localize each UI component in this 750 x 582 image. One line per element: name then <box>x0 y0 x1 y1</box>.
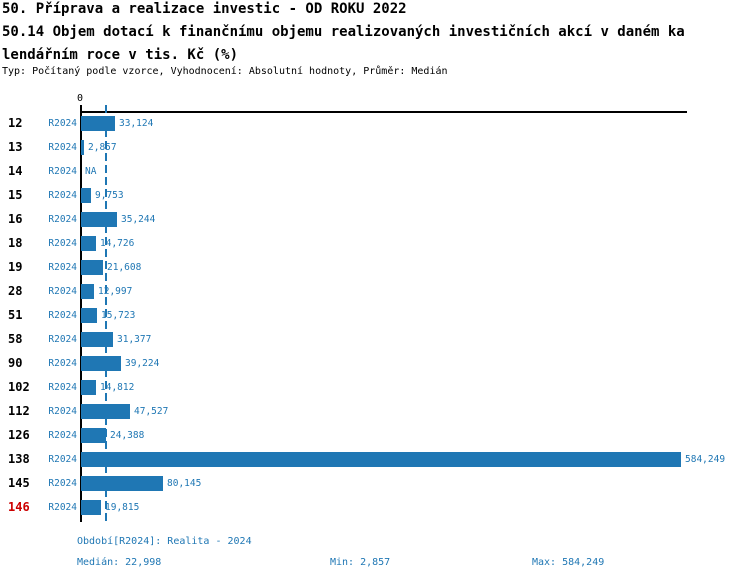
chart-row: 145 R2024 80,145 <box>0 476 750 491</box>
row-period-label: R2024 <box>48 430 77 441</box>
row-category-label: 28 <box>8 284 23 298</box>
row-bar <box>81 308 97 323</box>
row-bar <box>81 140 84 155</box>
row-value-label: 14,726 <box>100 238 135 249</box>
chart-row: 126 R2024 24,388 <box>0 428 750 443</box>
row-category-label: 58 <box>8 332 23 346</box>
row-value-label: 80,145 <box>167 478 202 489</box>
row-bar <box>81 500 101 515</box>
row-category-label: 145 <box>8 476 30 490</box>
row-value-label: 47,527 <box>134 406 169 417</box>
row-category-label: 12 <box>8 116 23 130</box>
row-period-label: R2024 <box>48 358 77 369</box>
row-period-label: R2024 <box>48 478 77 489</box>
row-value-label: 15,723 <box>101 310 136 321</box>
chart-row: 16 R2024 35,244 <box>0 212 750 227</box>
row-value-label: 39,224 <box>125 358 160 369</box>
report-title-line2: 50.14 Objem dotací k finančnímu objemu r… <box>2 24 685 40</box>
row-value-label: 33,124 <box>119 118 154 129</box>
chart-row: 51 R2024 15,723 <box>0 308 750 323</box>
row-period-label: R2024 <box>48 190 77 201</box>
chart-row: 58 R2024 31,377 <box>0 332 750 347</box>
row-value-label: 9,753 <box>95 190 124 201</box>
row-category-label: 18 <box>8 236 23 250</box>
row-bar <box>81 356 121 371</box>
row-category-label: 126 <box>8 428 30 442</box>
row-category-label: 51 <box>8 308 23 322</box>
chart-row: 19 R2024 21,608 <box>0 260 750 275</box>
row-value-label: 584,249 <box>685 454 726 465</box>
row-period-label: R2024 <box>48 214 77 225</box>
row-bar <box>81 212 117 227</box>
row-category-label: 90 <box>8 356 23 370</box>
row-value-label: 35,244 <box>121 214 156 225</box>
row-bar <box>81 260 103 275</box>
row-period-label: R2024 <box>48 262 77 273</box>
row-value-label: 31,377 <box>117 334 152 345</box>
row-period-label: R2024 <box>48 454 77 465</box>
report-title-line3: lendářním roce v tis. Kč (%) <box>2 47 239 63</box>
chart-row: 28 R2024 12,997 <box>0 284 750 299</box>
chart-row: 112 R2024 47,527 <box>0 404 750 419</box>
row-category-label: 15 <box>8 188 23 202</box>
report-title-line1: 50. Příprava a realizace investic - OD R… <box>2 1 407 17</box>
row-category-label: 138 <box>8 452 30 466</box>
row-value-label: 14,812 <box>100 382 135 393</box>
row-bar <box>81 452 681 467</box>
row-value-label: NA <box>85 166 97 177</box>
row-category-label: 19 <box>8 260 23 274</box>
footer-median: Medián: 22,998 <box>77 557 162 568</box>
row-category-label: 102 <box>8 380 30 394</box>
footer-min: Min: 2,857 <box>330 557 391 568</box>
row-bar <box>81 380 96 395</box>
chart-row: 146 R2024 19,815 <box>0 500 750 515</box>
row-bar <box>81 116 115 131</box>
y-axis-line <box>79 105 82 522</box>
chart-row: 13 R2024 2,857 <box>0 140 750 155</box>
row-period-label: R2024 <box>48 382 77 393</box>
row-bar <box>81 188 91 203</box>
footer-period: Období[R2024]: Realita - 2024 <box>77 536 252 547</box>
x-axis-zero-tick-label: 0 <box>76 93 84 104</box>
row-period-label: R2024 <box>48 334 77 345</box>
row-bar <box>81 428 106 443</box>
row-period-label: R2024 <box>48 406 77 417</box>
row-bar <box>81 404 130 419</box>
row-period-label: R2024 <box>48 238 77 249</box>
row-value-label: 12,997 <box>98 286 133 297</box>
row-bar <box>81 284 94 299</box>
row-value-label: 2,857 <box>88 142 117 153</box>
row-period-label: R2024 <box>48 142 77 153</box>
report-subtitle: Typ: Počítaný podle vzorce, Vyhodnocení:… <box>2 66 448 77</box>
chart-row: 12 R2024 33,124 <box>0 116 750 131</box>
row-bar <box>81 236 96 251</box>
row-period-label: R2024 <box>48 286 77 297</box>
row-value-label: 21,608 <box>107 262 142 273</box>
chart-row: 138 R2024 584,249 <box>0 452 750 467</box>
row-value-label: 19,815 <box>105 502 140 513</box>
row-category-label: 16 <box>8 212 23 226</box>
row-category-label: 146 <box>8 500 30 514</box>
row-period-label: R2024 <box>48 502 77 513</box>
row-period-label: R2024 <box>48 310 77 321</box>
row-category-label: 13 <box>8 140 23 154</box>
chart-row: 15 R2024 9,753 <box>0 188 750 203</box>
row-category-label: 14 <box>8 164 23 178</box>
row-bar <box>81 332 113 347</box>
footer-max: Max: 584,249 <box>532 557 605 568</box>
row-category-label: 112 <box>8 404 30 418</box>
row-bar <box>81 476 163 491</box>
median-line <box>105 105 107 524</box>
chart-row: 18 R2024 14,726 <box>0 236 750 251</box>
chart-row: 102 R2024 14,812 <box>0 380 750 395</box>
row-period-label: R2024 <box>48 166 77 177</box>
row-value-label: 24,388 <box>110 430 145 441</box>
chart-row: 90 R2024 39,224 <box>0 356 750 371</box>
chart-row: 14 R2024 NA <box>0 164 750 179</box>
row-period-label: R2024 <box>48 118 77 129</box>
x-axis-line <box>80 111 687 113</box>
